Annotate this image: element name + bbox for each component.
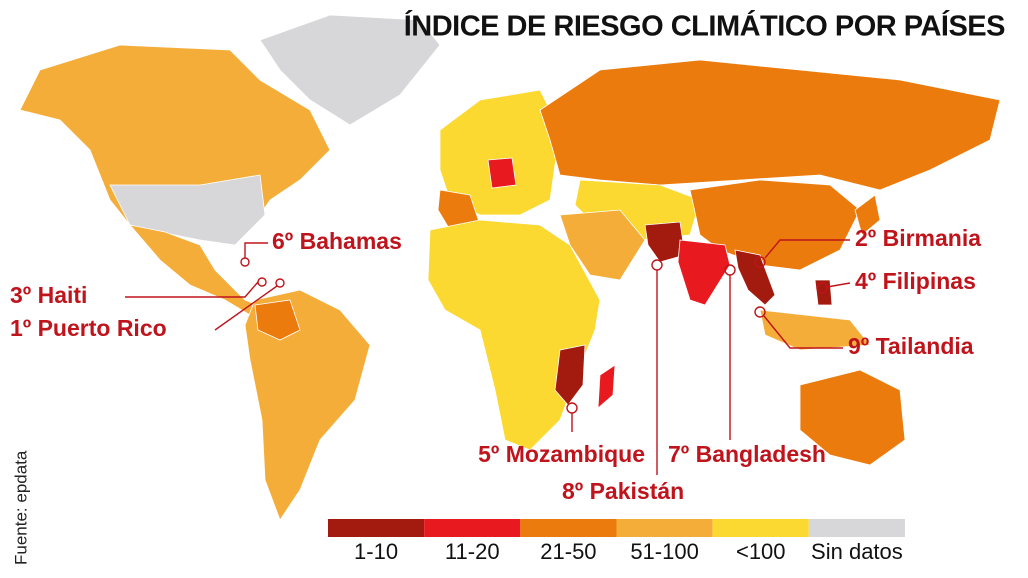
marker (566, 402, 578, 414)
legend-label: 51-100 (630, 539, 699, 564)
mozambique (554, 344, 586, 406)
annotation: 6º Bahamas (272, 228, 402, 254)
legend-swatch (616, 519, 713, 537)
legend-swatch (712, 519, 809, 537)
australia (799, 369, 906, 466)
leader-line (125, 281, 259, 298)
legend-label: Sin datos (811, 539, 903, 564)
japan (854, 194, 881, 236)
leader-line (214, 285, 278, 331)
annotation: 8º Pakistán (562, 478, 684, 504)
china (689, 179, 861, 271)
madagascar (597, 364, 616, 409)
germany (487, 157, 517, 189)
pakistan (644, 221, 686, 263)
marker (257, 277, 267, 287)
legend-label: 21-50 (540, 539, 596, 564)
europe (439, 89, 561, 216)
annotation: 2º Birmania (855, 225, 981, 251)
annotation: 7º Bangladesh (668, 441, 826, 467)
annotation: 9º Tailandia (848, 333, 974, 359)
annotation: 3º Haiti (10, 282, 87, 308)
colombia (254, 299, 301, 341)
marker (754, 306, 766, 318)
annotation: 5º Mozambique (478, 441, 645, 467)
legend-label: 11-20 (445, 539, 500, 564)
annotation: 1º Puerto Rico (10, 315, 167, 341)
legend-swatch (424, 519, 521, 537)
marker (754, 256, 766, 268)
annotation: 4º Filipinas (855, 268, 976, 294)
greenland (259, 14, 441, 126)
legend-swatch (808, 519, 905, 537)
world-map (19, 14, 1001, 521)
africa (427, 219, 601, 451)
legend-swatch (520, 519, 617, 537)
leader-line (244, 242, 268, 258)
india (677, 239, 731, 306)
marker (240, 257, 250, 267)
marker (651, 259, 663, 271)
leader-line (764, 239, 850, 259)
leader-line (826, 282, 851, 288)
leader-line (763, 315, 843, 349)
legend-label: 1-10 (354, 539, 398, 564)
usa (109, 174, 266, 246)
source: Fuente: epdata (11, 450, 30, 565)
myanmar-thailand (734, 249, 776, 306)
leader-lines (125, 239, 851, 475)
legend-label: <100 (736, 539, 786, 564)
south-america (244, 289, 371, 521)
russia (539, 59, 1001, 191)
marker (275, 278, 285, 288)
marker (816, 282, 828, 294)
legend: 1-10 11-20 21-50 51-100 <100 Sin datos (328, 519, 905, 564)
legend-swatch (328, 519, 425, 537)
title: ÍNDICE DE RIESGO CLIMÁTICO POR PAÍSES (404, 9, 1005, 43)
